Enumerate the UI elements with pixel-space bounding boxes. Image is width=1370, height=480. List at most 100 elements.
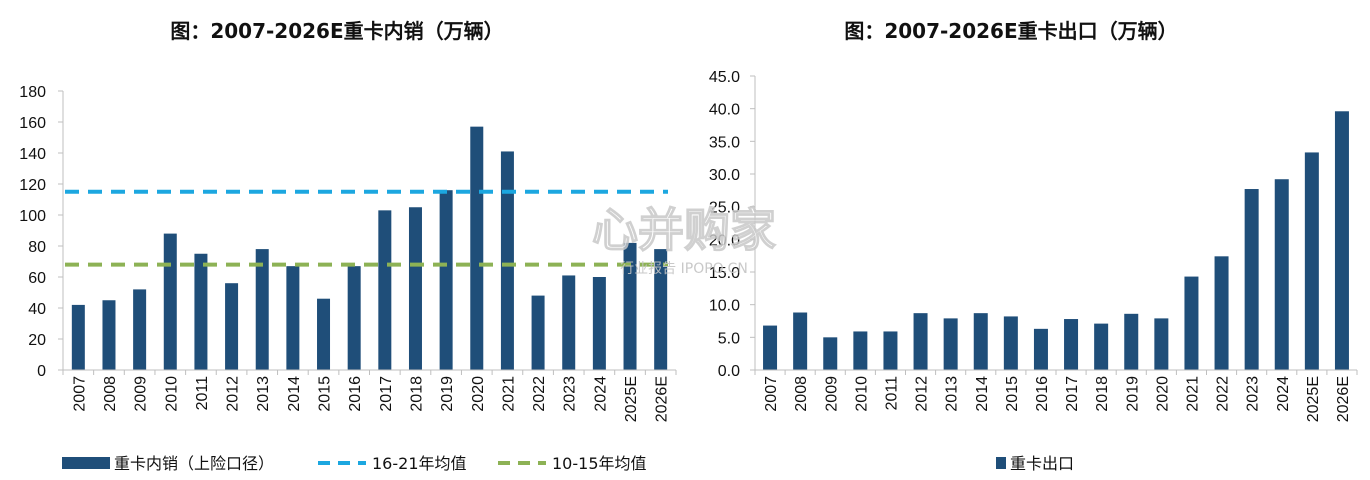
- bar: [1334, 111, 1349, 370]
- x-axis: 2007 2008 2009 2010 2011 2012 2013 2014 2015 2016…: [62, 369, 677, 422]
- chart-title: 图：2007-2026E重卡内销（万辆）: [170, 19, 503, 43]
- y-tick-label: 20: [28, 332, 46, 349]
- bar: [1064, 319, 1079, 370]
- y-tick-label: 10.0: [709, 298, 740, 315]
- x-tick-label: 2024: [1275, 376, 1292, 412]
- y-tick-label: 15.0: [709, 265, 740, 282]
- bar: [1124, 313, 1139, 370]
- bar: [1003, 316, 1018, 370]
- y-tick-label: 40.0: [709, 102, 740, 119]
- x-tick-label: 2014: [286, 376, 303, 412]
- x-tick-label: 2018: [408, 376, 425, 412]
- x-tick-label: 2022: [1215, 376, 1232, 412]
- y-tick-label: 100: [19, 208, 46, 225]
- y-tick-label: 80: [28, 239, 46, 256]
- y-tick-label: 60: [28, 270, 46, 287]
- x-tick-label: 2016: [1034, 376, 1051, 412]
- watermark-subtext: 行业报告 IPOPO.CN: [620, 261, 748, 277]
- y-tick-label: 180: [19, 84, 46, 101]
- x-axis: 2007 2008 2009 2010 2011 2012 2013 2014 2015 2016…: [754, 369, 1358, 422]
- y-tick-label: 25.0: [709, 200, 740, 217]
- x-tick-label: 2026E: [654, 376, 671, 422]
- x-tick-label: 2019: [439, 376, 456, 412]
- y-axis: 0 20 40 60 80 100 120 140 160 180: [19, 84, 64, 380]
- bar: [913, 313, 928, 370]
- bar: [763, 325, 778, 370]
- legend-swatch-export: [996, 457, 1006, 469]
- bar: [973, 313, 988, 370]
- bar: [71, 304, 85, 370]
- bar: [562, 275, 576, 370]
- x-tick-label: 2007: [71, 376, 88, 412]
- legend-label-export: 重卡出口: [1010, 454, 1074, 473]
- bar: [408, 207, 422, 370]
- chart-title: 图：2007-2026E重卡出口（万辆）: [844, 19, 1177, 43]
- bar: [500, 151, 514, 370]
- x-tick-label: 2022: [531, 376, 548, 412]
- bar: [592, 277, 606, 370]
- x-tick-label: 2025E: [623, 376, 640, 422]
- x-tick-label: 2021: [500, 376, 517, 412]
- domestic-sales-chart: 图：2007-2026E重卡内销（万辆） 0 20 40 60 80 100 120 140 1…: [19, 19, 677, 473]
- bar: [163, 233, 177, 370]
- x-tick-label: 2017: [378, 376, 395, 412]
- x-tick-label: 2018: [1094, 376, 1111, 412]
- x-tick-label: 2023: [1245, 376, 1262, 412]
- bar: [1304, 152, 1319, 370]
- bar: [347, 266, 361, 370]
- bar: [378, 210, 392, 370]
- bar: [943, 318, 958, 370]
- bar: [883, 331, 898, 370]
- y-tick-label: 120: [19, 177, 46, 194]
- x-tick-label: 2010: [163, 376, 180, 412]
- legend-label-16-21-avg: 16-21年均值: [372, 454, 467, 473]
- x-tick-label: 2026E: [1335, 376, 1352, 422]
- x-tick-label: 2024: [592, 376, 609, 412]
- y-tick-label: 5.0: [718, 330, 740, 347]
- y-tick-label: 0.0: [718, 363, 740, 380]
- bar: [823, 337, 838, 370]
- x-tick-label: 2019: [1124, 376, 1141, 412]
- bar: [531, 295, 545, 370]
- x-tick-label: 2011: [194, 376, 211, 411]
- x-tick-label: 2013: [944, 376, 961, 412]
- x-tick-label: 2007: [763, 376, 780, 412]
- y-tick-label: 140: [19, 146, 46, 163]
- x-tick-label: 2008: [102, 376, 119, 412]
- bar-series: [763, 111, 1349, 370]
- bar: [623, 242, 637, 370]
- legend: 重卡出口: [996, 454, 1074, 473]
- bar: [225, 283, 239, 370]
- legend-label-domestic: 重卡内销（上险口径）: [114, 454, 274, 473]
- x-tick-label: 2025E: [1305, 376, 1322, 422]
- x-tick-label: 2015: [317, 376, 334, 412]
- legend: 重卡内销（上险口径） 16-21年均值 10-15年均值: [62, 454, 647, 473]
- bar: [194, 253, 208, 370]
- bar: [470, 126, 484, 371]
- x-tick-label: 2016: [347, 376, 364, 412]
- bar: [1214, 256, 1229, 370]
- x-tick-label: 2013: [255, 376, 272, 412]
- bar: [1184, 276, 1199, 370]
- bar: [1033, 328, 1048, 370]
- x-tick-label: 2012: [914, 376, 931, 412]
- bar: [102, 300, 116, 370]
- bar-series: [71, 126, 668, 371]
- bar: [793, 312, 808, 370]
- legend-swatch-domestic: [62, 457, 110, 469]
- y-tick-label: 20.0: [709, 232, 740, 249]
- x-tick-label: 2020: [1154, 376, 1171, 412]
- x-tick-label: 2012: [225, 376, 242, 412]
- bar: [1094, 323, 1109, 370]
- x-tick-label: 2009: [133, 376, 150, 412]
- y-tick-label: 30.0: [709, 167, 740, 184]
- x-tick-label: 2010: [853, 376, 870, 412]
- bar: [853, 331, 868, 370]
- x-tick-label: 2014: [974, 376, 991, 412]
- watermark: 心并购家 行业报告 IPOPO.CN: [591, 202, 776, 277]
- x-tick-label: 2009: [823, 376, 840, 412]
- y-tick-label: 0: [37, 363, 46, 380]
- bar: [1274, 179, 1289, 370]
- bar: [1244, 189, 1259, 370]
- average-lines: [65, 189, 668, 267]
